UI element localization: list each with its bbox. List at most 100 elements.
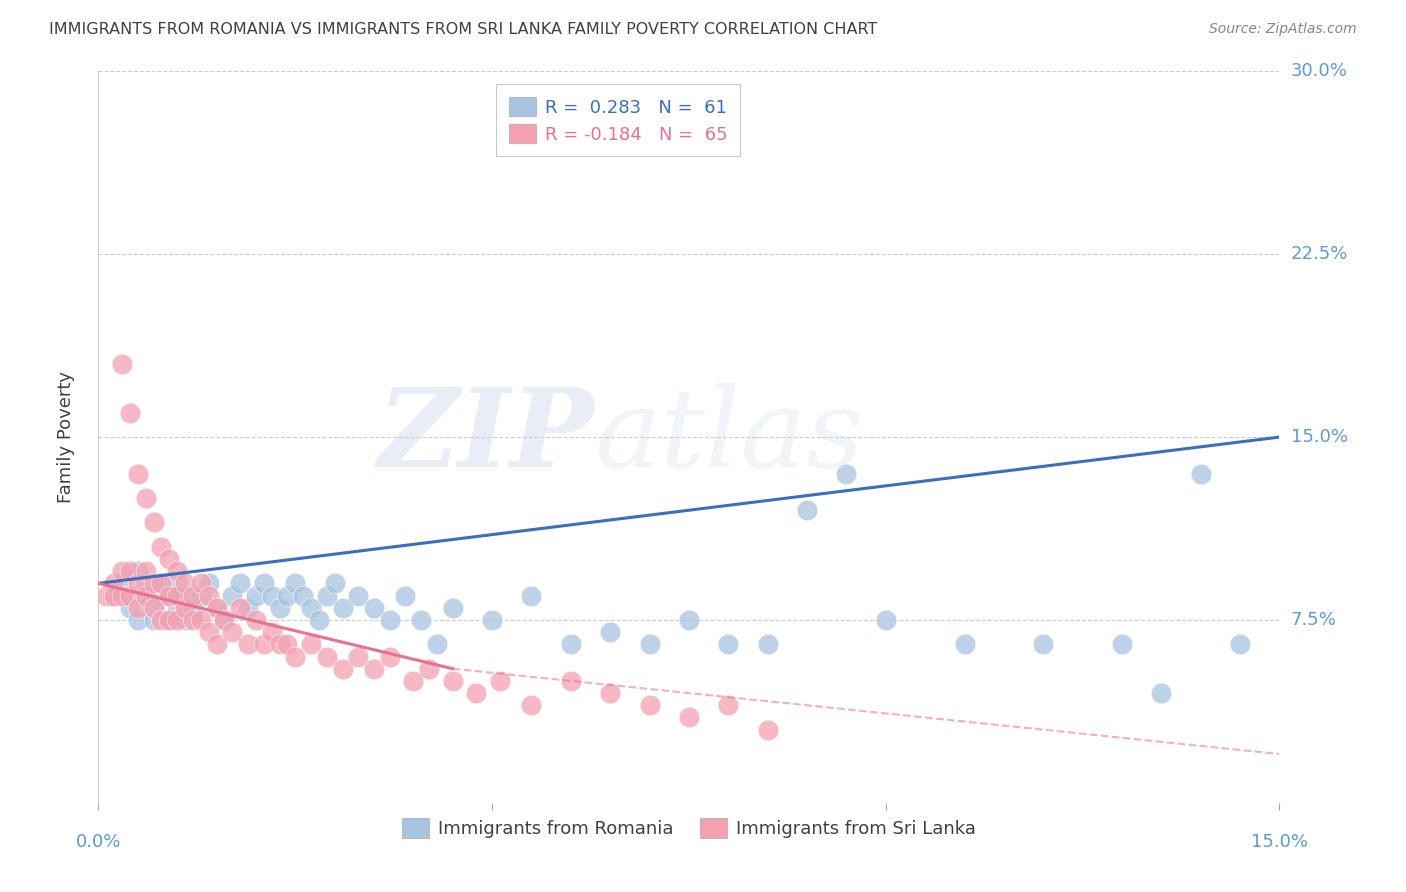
Point [127, 564, 149, 578]
Point [190, 589, 212, 603]
Point [678, 710, 700, 724]
Text: 30.0%: 30.0% [1291, 62, 1347, 80]
Text: 22.5%: 22.5% [1291, 245, 1348, 263]
Point [166, 589, 188, 603]
Point [157, 613, 180, 627]
Point [127, 600, 149, 615]
Text: ZIP: ZIP [378, 384, 595, 491]
Point [205, 600, 228, 615]
Point [103, 576, 125, 591]
Point [135, 589, 157, 603]
Point [236, 600, 259, 615]
Point [253, 576, 276, 591]
Point [118, 600, 141, 615]
Point [111, 357, 134, 371]
Point [166, 564, 188, 578]
Point [174, 613, 197, 627]
Point [332, 600, 354, 615]
Point [638, 698, 661, 713]
Point [489, 673, 512, 688]
Point [142, 613, 165, 627]
Point [236, 637, 259, 651]
Point [347, 589, 370, 603]
Point [308, 613, 330, 627]
Point [796, 503, 818, 517]
Point [1111, 637, 1133, 651]
Point [426, 637, 449, 651]
Point [166, 576, 188, 591]
Point [197, 625, 219, 640]
Point [678, 613, 700, 627]
Point [127, 576, 149, 591]
Point [253, 637, 276, 651]
Point [142, 516, 165, 530]
Point [276, 589, 298, 603]
Point [394, 589, 416, 603]
Point [214, 613, 236, 627]
Point [166, 600, 188, 615]
Point [205, 637, 228, 651]
Point [245, 589, 267, 603]
Point [205, 600, 228, 615]
Point [135, 564, 157, 578]
Point [181, 589, 204, 603]
Point [835, 467, 858, 481]
Point [332, 662, 354, 676]
Point [465, 686, 488, 700]
Point [756, 637, 779, 651]
Text: 0.0%: 0.0% [76, 833, 121, 851]
Point [260, 625, 283, 640]
Point [197, 576, 219, 591]
Point [103, 589, 125, 603]
Point [174, 589, 197, 603]
Point [150, 589, 173, 603]
Point [1229, 637, 1251, 651]
Point [190, 576, 212, 591]
Point [292, 589, 315, 603]
Point [142, 600, 165, 615]
Text: 15.0%: 15.0% [1251, 833, 1308, 851]
Text: 15.0%: 15.0% [1291, 428, 1347, 446]
Point [111, 576, 134, 591]
Text: atlas: atlas [595, 384, 865, 491]
Point [560, 673, 582, 688]
Point [111, 589, 134, 603]
Point [150, 576, 173, 591]
Point [378, 613, 401, 627]
Point [127, 613, 149, 627]
Point [1189, 467, 1212, 481]
Point [363, 662, 385, 676]
Point [127, 467, 149, 481]
Point [260, 589, 283, 603]
Point [229, 600, 252, 615]
Point [118, 589, 141, 603]
Point [135, 491, 157, 505]
Point [118, 406, 141, 420]
Point [269, 637, 291, 651]
Point [441, 673, 464, 688]
Point [441, 600, 464, 615]
Point [276, 637, 298, 651]
Point [1150, 686, 1173, 700]
Point [378, 649, 401, 664]
Point [245, 613, 267, 627]
Text: 7.5%: 7.5% [1291, 611, 1337, 629]
Point [347, 649, 370, 664]
Point [214, 613, 236, 627]
Point [96, 589, 118, 603]
Point [150, 613, 173, 627]
Point [315, 649, 337, 664]
Point [402, 673, 425, 688]
Point [418, 662, 440, 676]
Point [520, 698, 543, 713]
Point [1032, 637, 1054, 651]
Point [411, 613, 433, 627]
Point [157, 613, 180, 627]
Point [299, 637, 322, 651]
Point [118, 564, 141, 578]
Point [875, 613, 897, 627]
Point [103, 589, 125, 603]
Point [157, 552, 180, 566]
Y-axis label: Family Poverty: Family Poverty [56, 371, 75, 503]
Point [157, 589, 180, 603]
